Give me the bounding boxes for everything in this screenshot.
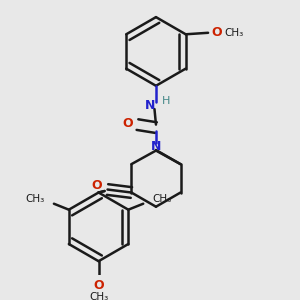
Text: O: O bbox=[211, 26, 222, 39]
Text: CH₃: CH₃ bbox=[26, 194, 45, 204]
Text: H: H bbox=[162, 96, 170, 106]
Text: CH₃: CH₃ bbox=[89, 292, 108, 300]
Text: O: O bbox=[93, 279, 104, 292]
Text: O: O bbox=[122, 117, 133, 130]
Text: CH₃: CH₃ bbox=[152, 194, 171, 204]
Text: N: N bbox=[151, 140, 161, 154]
Text: O: O bbox=[92, 179, 102, 192]
Text: CH₃: CH₃ bbox=[224, 28, 244, 38]
Text: N: N bbox=[145, 99, 155, 112]
